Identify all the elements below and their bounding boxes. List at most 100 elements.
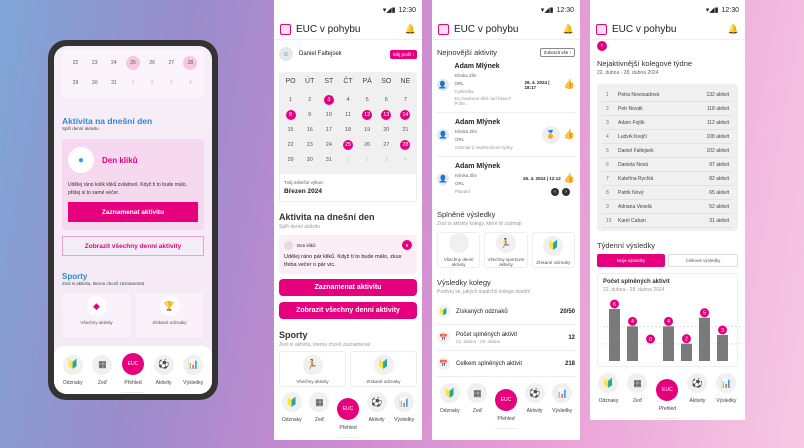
thumbs-up-icon[interactable]: 👍	[563, 129, 575, 139]
calendar-day[interactable]: 14	[400, 110, 411, 120]
calendar-day[interactable]: 29	[287, 157, 294, 163]
calendar-day[interactable]: 21	[402, 127, 409, 133]
calendar-day[interactable]: 26	[364, 142, 371, 148]
all-activities-card[interactable]: ◆ Všechny aktivity	[62, 292, 131, 338]
calendar-day[interactable]: 2	[308, 97, 312, 103]
calendar-day[interactable]: 29	[72, 80, 79, 86]
calendar-day[interactable]: 22	[72, 60, 79, 66]
calendar-day[interactable]: 3	[384, 157, 388, 163]
record-activity-button[interactable]: Zaznamenat aktivitu	[68, 202, 198, 222]
activity-item[interactable]: 👤 Adam Mlýnek Klinika Zlín ORL Plavání 26. …	[437, 163, 575, 196]
calendar-day[interactable]: 1	[131, 80, 135, 86]
tab-total-results[interactable]: Celkové výsledky	[668, 254, 738, 267]
nav-item-3[interactable]: ⚽ Aktivity	[153, 354, 174, 386]
activity-item[interactable]: 👤 Adam Mlýnek Klinika Zlín ORL Cyklistika Es…	[437, 57, 575, 113]
nav-item-0[interactable]: 🔰 Odznaky	[281, 392, 302, 438]
calendar-day[interactable]: 31	[111, 80, 117, 86]
thumbs-up-icon[interactable]: 👍	[563, 79, 575, 89]
thumbs-up-icon[interactable]: 👍	[563, 173, 575, 183]
calendar-day[interactable]: 4	[189, 80, 192, 86]
calendar-day[interactable]: 26	[149, 60, 155, 66]
bell-icon[interactable]: 🔔	[404, 24, 416, 34]
calendar-day[interactable]: 13	[381, 110, 392, 120]
nav-item-2[interactable]: EUC Přehled	[494, 383, 517, 429]
nav-item-1[interactable]: ▦ Zeď	[92, 354, 113, 386]
calendar-day[interactable]: 15	[287, 127, 294, 133]
nav-item-2[interactable]: EUC Přehled	[656, 373, 679, 419]
calendar-day[interactable]: 30	[306, 157, 313, 163]
badges-card[interactable]: 🔰 Získané odznaky	[350, 351, 417, 387]
calendar-day[interactable]: 12	[362, 110, 373, 120]
nav-item-0[interactable]: 🔰 Odznaky	[62, 354, 83, 386]
calendar-day[interactable]: 31	[325, 157, 332, 163]
nav-item-4[interactable]: 📊 Výsledky	[394, 392, 414, 438]
calendar-day[interactable]: 10	[325, 112, 332, 118]
pager: ‹ ›	[551, 188, 570, 196]
my-profile-button[interactable]: Můj profil ›	[389, 49, 417, 59]
badges-card[interactable]: 🔰 Získané odznaky	[531, 232, 575, 268]
calendar-day[interactable]: 30	[91, 80, 98, 86]
calendar-day[interactable]: 24	[111, 60, 117, 66]
calendar-day[interactable]: 27	[383, 142, 390, 148]
calendar-day[interactable]: 28	[400, 140, 411, 150]
nav-item-1[interactable]: ▦ Zeď	[627, 373, 648, 419]
calendar-day[interactable]: 1	[289, 97, 293, 103]
nav-item-4[interactable]: 📊 Výsledky	[552, 383, 572, 429]
calendar-day[interactable]: 1	[346, 157, 350, 163]
next-icon[interactable]: ›	[562, 188, 570, 196]
calendar-day[interactable]: 17	[325, 127, 332, 133]
nav-item-0[interactable]: 🔰 Odznaky	[598, 373, 619, 419]
calendar-day[interactable]: 25	[342, 140, 353, 150]
tab-my-results[interactable]: Moje výsledky	[597, 254, 665, 267]
nav-item-4[interactable]: 📊 Výsledky	[716, 373, 736, 419]
calendar-day[interactable]: 18	[344, 127, 352, 133]
calendar-day[interactable]: 3	[169, 80, 173, 86]
calendar-day[interactable]: 2	[150, 80, 154, 86]
calendar-day[interactable]: 20	[383, 127, 390, 133]
calendar-day[interactable]: 8	[285, 110, 296, 120]
calendar-day[interactable]: 2	[365, 157, 369, 163]
nav-item-2[interactable]: EUC Přehled	[121, 347, 144, 393]
calendar-day[interactable]: 23	[306, 142, 313, 148]
calendar-day[interactable]: 16	[306, 127, 313, 133]
all-activities-card[interactable]: 🏃 Všechny aktivity	[279, 351, 346, 387]
calendar-day[interactable]: 3	[323, 95, 334, 105]
calendar-day[interactable]: 7	[403, 97, 407, 103]
calendar-day[interactable]: 6	[384, 97, 388, 103]
bell-icon[interactable]: 🔔	[562, 24, 574, 34]
nav-item-1[interactable]: ▦ Zeď	[467, 383, 488, 429]
calendar-day[interactable]: 25	[125, 56, 140, 70]
nav-item-1[interactable]: ▦ Zeď	[309, 392, 330, 438]
data-label: 2	[685, 336, 688, 342]
dumbbell-icon: ●	[68, 147, 94, 173]
calendar-day[interactable]: 9	[308, 112, 312, 118]
nav-item-0[interactable]: 🔰 Odznaky	[439, 383, 460, 429]
activity-item[interactable]: 👤 Adam Mlýnek Klinika Zlín ORL Odznak 2 nep…	[437, 113, 575, 157]
calendar-day[interactable]: 24	[325, 142, 332, 148]
calendar-day[interactable]: 5	[365, 97, 369, 103]
calendar-day[interactable]: 27	[168, 60, 175, 66]
calendar-day[interactable]: 4	[346, 97, 350, 103]
back-button[interactable]: ‹	[597, 41, 607, 51]
record-activity-button[interactable]: Zaznamenat aktivitu	[279, 279, 417, 296]
calendar-day[interactable]: 22	[287, 142, 294, 148]
trophy-icon: 🏆	[159, 296, 180, 316]
calendar-day[interactable]: 4	[403, 157, 407, 163]
badges-card[interactable]: 🏆 Získané odznaky	[135, 292, 204, 338]
nav-item-3[interactable]: ⚽ Aktivity	[524, 383, 545, 429]
calendar-day[interactable]: 19	[364, 127, 371, 133]
show-all-daily-button[interactable]: Zobrazit všechny denní aktivity	[279, 302, 417, 319]
nav-item-4[interactable]: 📊 Výsledky	[183, 354, 203, 386]
calendar-day[interactable]: 28	[183, 56, 198, 70]
nav-item-2[interactable]: EUC Přehled	[336, 392, 359, 438]
all-sport-card[interactable]: 🏃 Všechny sportovní aktivity	[484, 232, 528, 268]
calendar-day[interactable]: 11	[345, 112, 351, 118]
show-all-button[interactable]: Zobrazit vše ›	[539, 48, 575, 57]
show-all-daily-button[interactable]: Zobrazit všechny denní aktivity	[62, 236, 204, 256]
calendar-day[interactable]: 23	[91, 60, 98, 66]
nav-item-3[interactable]: ⚽ Aktivity	[366, 392, 387, 438]
prev-icon[interactable]: ‹	[551, 188, 559, 196]
bell-icon[interactable]: 🔔	[727, 24, 739, 34]
nav-item-3[interactable]: ⚽ Aktivity	[687, 373, 708, 419]
all-daily-card[interactable]: Všechny denní aktivity	[437, 232, 481, 268]
